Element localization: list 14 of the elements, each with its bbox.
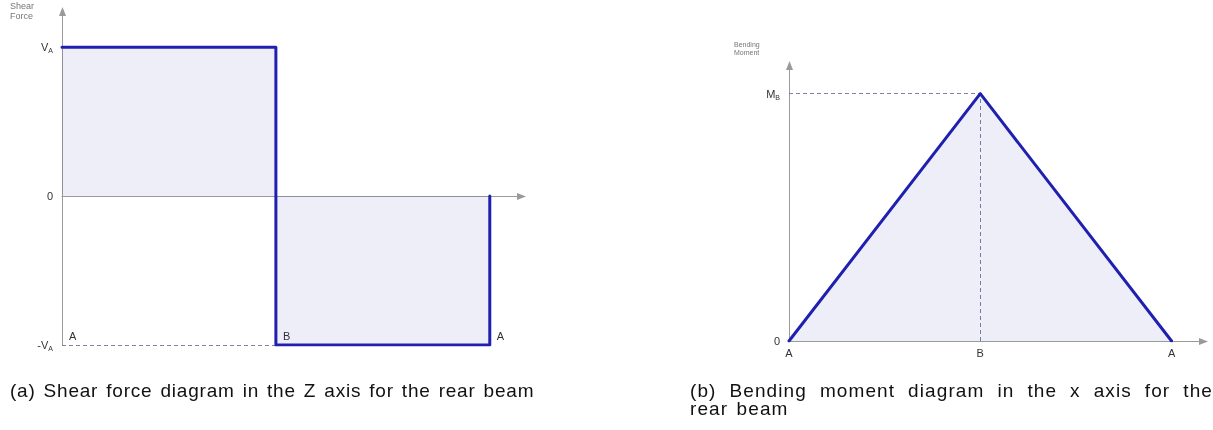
text: 0 (773, 335, 780, 347)
text: (b) Bending moment diagram in the x axis for the rear beam (690, 380, 1213, 419)
text: -V$_{A}$ (37, 339, 53, 352)
text: V$_{A}$ (40, 41, 53, 55)
text: M$_{B}$ (766, 87, 780, 101)
x-tick-label: A (785, 346, 794, 359)
x-tick-label: A (1167, 346, 1176, 359)
y-axis-title: Shear Force (10, 1, 36, 22)
x-tick-label: A (496, 329, 505, 342)
text: 0 (46, 190, 53, 203)
x-tick-label: B (282, 329, 291, 342)
x-tick-label: B (976, 346, 984, 359)
text: (a) Shear force diagram in the Z axis for the rear beam (10, 380, 536, 401)
x-tick-label: A (69, 329, 77, 342)
